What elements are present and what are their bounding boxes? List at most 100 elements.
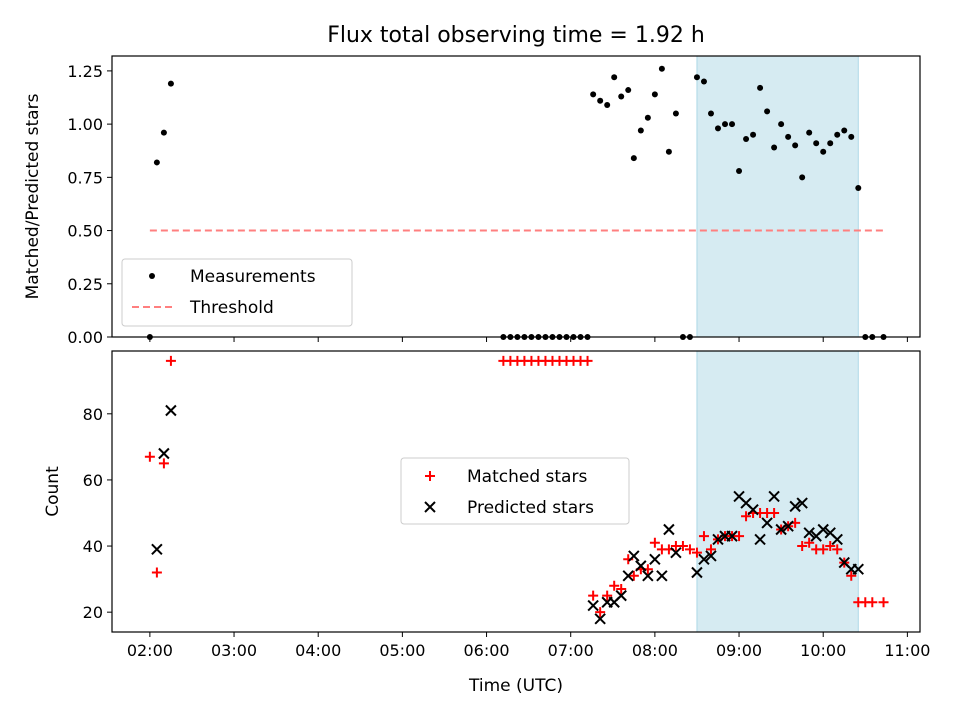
matched-star-point xyxy=(741,511,752,522)
matched-star-point xyxy=(684,544,695,555)
measurement-point xyxy=(764,108,771,115)
y-tick-label: 40 xyxy=(83,537,103,556)
measurement-point xyxy=(792,142,799,149)
measurement-point xyxy=(700,78,707,85)
predicted-star-point xyxy=(789,500,801,513)
x-tick-label: 02:00 xyxy=(127,641,173,660)
predicted-star-point xyxy=(622,570,634,582)
x-tick-label: 05:00 xyxy=(379,641,425,660)
predicted-star-point xyxy=(817,523,829,536)
legend-label: Predicted stars xyxy=(467,498,594,518)
predicted-star-point xyxy=(158,447,170,460)
highlight-span xyxy=(696,350,859,633)
count-panel: 20 40 60 80 02:00 03:00 04:00 05:00 06:00 07:00 08… xyxy=(43,350,930,696)
measurement-point xyxy=(618,93,625,100)
x-tick-label: 09:00 xyxy=(716,641,762,660)
predicted-star-point xyxy=(165,404,177,417)
y-axis-label: Count xyxy=(43,466,63,517)
legend-marker-matched xyxy=(425,471,435,481)
matched-star-point xyxy=(818,544,829,555)
predicted-star-point xyxy=(796,497,808,509)
measurement-point xyxy=(813,140,820,147)
measurement-point xyxy=(743,136,750,143)
predicted-star-point xyxy=(649,553,661,565)
predicted-star-point xyxy=(635,560,647,572)
predicted-star-point xyxy=(803,527,815,539)
predicted-star-point xyxy=(852,563,864,575)
x-tick-label: 08:00 xyxy=(632,641,678,660)
measurement-point xyxy=(750,131,757,138)
predicted-star-point xyxy=(831,533,843,546)
measurement-point xyxy=(729,121,736,128)
measurement-point xyxy=(778,121,785,128)
matched-star-point xyxy=(698,531,709,542)
x-tick-label: 04:00 xyxy=(295,641,341,660)
matched-star-point xyxy=(804,537,815,548)
predicted-star-point xyxy=(705,550,717,562)
matched-star-point xyxy=(144,451,155,462)
x-tick-label: 06:00 xyxy=(463,641,509,660)
measurement-point xyxy=(707,110,714,117)
y-tick-label: 20 xyxy=(83,603,103,622)
measurement-point xyxy=(736,167,743,174)
matched-star-point xyxy=(734,531,745,542)
x-tick-label: 03:00 xyxy=(211,641,257,660)
axes-frame xyxy=(111,350,921,633)
matched-star-point xyxy=(616,584,627,595)
predicted-star-point xyxy=(587,599,599,612)
legend: Measurements Threshold xyxy=(121,258,353,327)
legend-marker-measurements xyxy=(149,273,155,279)
matched-star-point xyxy=(691,547,702,558)
measurement-point xyxy=(785,133,792,140)
legend-marker-predicted xyxy=(424,501,436,513)
highlight-span xyxy=(696,55,859,338)
matched-star-point xyxy=(677,541,688,552)
measurement-point xyxy=(604,101,611,108)
measurement-point xyxy=(590,91,597,98)
measurement-point xyxy=(665,148,672,155)
measurement-point xyxy=(834,131,841,138)
matched-star-point xyxy=(825,541,836,552)
matched-star-point xyxy=(602,590,613,601)
matched-star-point xyxy=(595,607,606,618)
measurement-point xyxy=(637,127,644,134)
measurement-point xyxy=(848,133,855,140)
measurement-point xyxy=(658,65,665,72)
measurement-point xyxy=(651,91,658,98)
measurement-point xyxy=(625,87,632,94)
y-tick-label: 1.25 xyxy=(67,62,103,81)
y-tick-label: 0.75 xyxy=(67,168,103,187)
measurement-point xyxy=(715,125,721,132)
measurement-point xyxy=(757,84,764,91)
y-tick-label: 0.50 xyxy=(67,222,103,241)
matched-star-point xyxy=(878,597,889,608)
axes-frame xyxy=(111,55,921,338)
measurement-point xyxy=(160,129,167,136)
x-tick-label: 07:00 xyxy=(548,641,594,660)
predicted-star-point xyxy=(775,523,787,536)
y-tick-label: 60 xyxy=(83,471,103,490)
predicted-star-point xyxy=(747,503,759,516)
y-tick-label: 0.25 xyxy=(67,275,103,294)
y-tick-label: 0.00 xyxy=(67,328,103,347)
measurement-point xyxy=(806,129,813,136)
measurement-point xyxy=(167,80,174,87)
predicted-star-point xyxy=(642,570,654,582)
predicted-star-point xyxy=(615,589,627,602)
predicted-star-point xyxy=(656,570,668,582)
legend-label: Matched stars xyxy=(467,467,587,487)
measurement-point xyxy=(597,97,604,104)
predicted-star-point xyxy=(670,546,682,559)
measurement-point xyxy=(153,159,160,166)
y-tick-label: 1.00 xyxy=(67,115,103,134)
legend-label: Measurements xyxy=(190,267,316,287)
measurement-point xyxy=(855,184,862,191)
matched-star-point xyxy=(832,544,843,555)
predicted-star-point xyxy=(691,566,703,579)
measurement-point xyxy=(611,74,618,81)
predicted-star-point xyxy=(663,523,675,536)
measurement-point xyxy=(630,155,637,162)
predicted-star-point xyxy=(754,533,766,546)
predicted-star-point xyxy=(698,553,710,565)
